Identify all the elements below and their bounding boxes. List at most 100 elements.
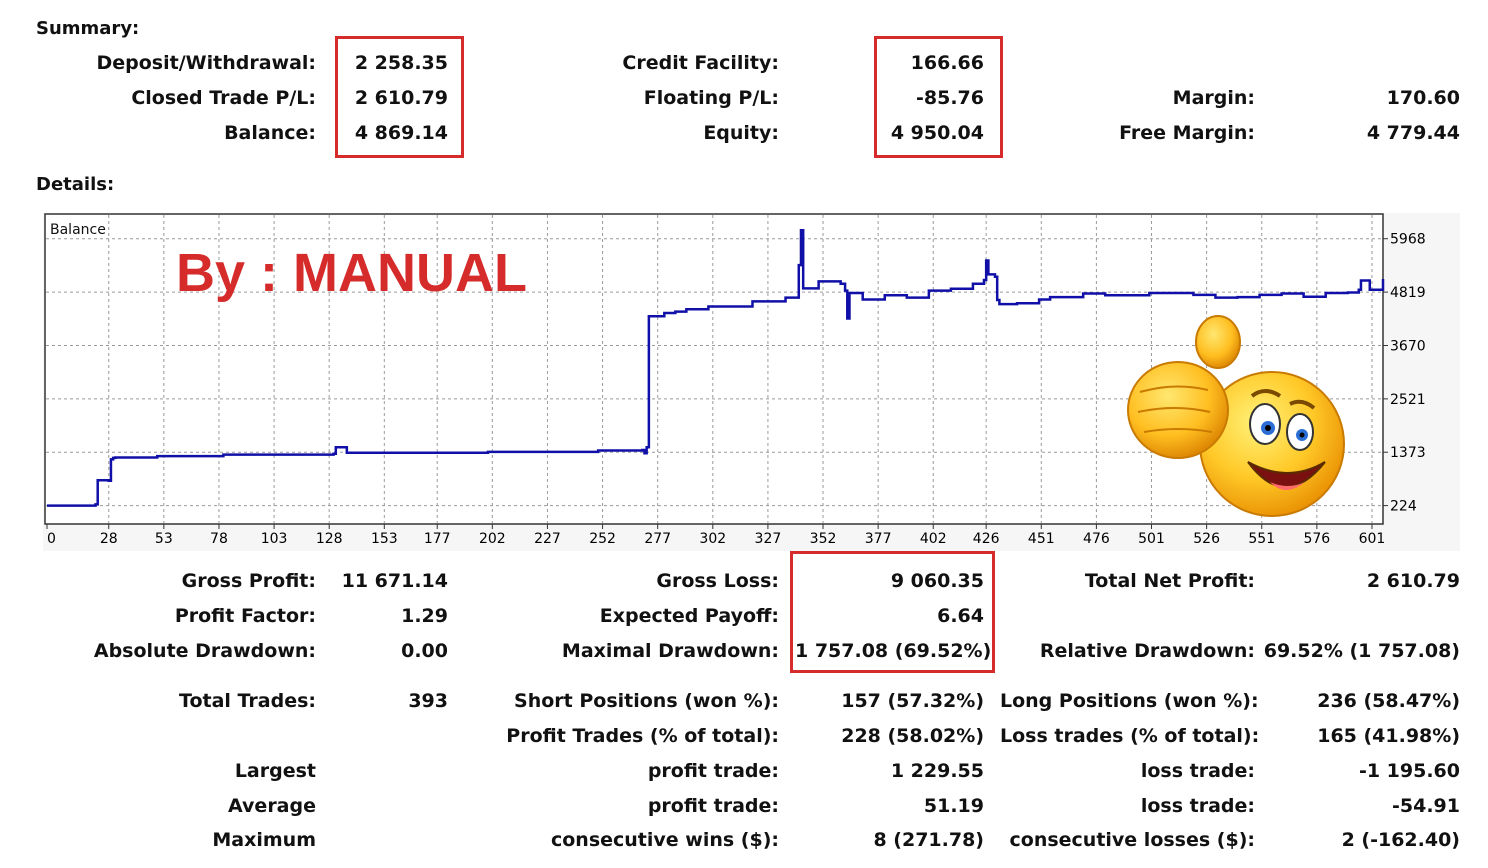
stat-value: 11 671.14	[341, 570, 448, 592]
summary-heading: Summary:	[36, 18, 140, 39]
stat-value: 2 (-162.40)	[1341, 829, 1460, 851]
credit-value: 166.66	[910, 52, 984, 74]
stat-value: 0.00	[401, 640, 448, 662]
y-tick-label: 5968	[1390, 232, 1426, 248]
stat-value: 2 610.79	[1366, 570, 1460, 592]
stat-label: consecutive wins ($):	[550, 829, 779, 851]
x-tick-label: 0	[47, 531, 56, 547]
equity-label: Equity:	[703, 122, 779, 144]
highlight-box-drawdown	[790, 551, 995, 673]
x-tick-label: 28	[100, 531, 118, 547]
y-tick-label: 2521	[1390, 392, 1426, 408]
x-tick-label: 501	[1138, 531, 1165, 547]
stat-value: 1 229.55	[890, 760, 984, 782]
deposit-value: 2 258.35	[354, 52, 448, 74]
stat-label: Profit Trades (% of total):	[506, 725, 779, 747]
x-tick-label: 277	[644, 531, 671, 547]
closed-trade-label: Closed Trade P/L:	[131, 87, 316, 109]
x-tick-label: 576	[1303, 531, 1330, 547]
chart-series	[47, 229, 1385, 507]
stat-label: Loss trades (% of total):	[1000, 725, 1260, 747]
closed-trade-value: 2 610.79	[354, 87, 448, 109]
stat-value: 1 757.08 (69.52%)	[795, 640, 992, 662]
y-tick-label: 1373	[1390, 445, 1426, 461]
chart-x-ticks: 0 28 53 78 103 128 153 177 202 227 252 277 302 327 352…	[46, 524, 1386, 547]
deposit-label: Deposit/Withdrawal:	[96, 52, 316, 74]
stat-value: -54.91	[1392, 795, 1460, 817]
thumbs-up-smiley-icon	[1127, 315, 1345, 517]
y-tick-label: 3670	[1390, 338, 1426, 354]
stat-label: Largest	[234, 760, 316, 782]
free-margin-value: 4 779.44	[1366, 122, 1460, 144]
stat-value: 157 (57.32%)	[841, 690, 984, 712]
x-tick-label: 426	[973, 531, 1000, 547]
y-tick-label: 4819	[1390, 285, 1426, 301]
x-tick-label: 551	[1248, 531, 1275, 547]
stat-value: 165 (41.98%)	[1317, 725, 1460, 747]
stat-value: 6.64	[937, 605, 984, 627]
balance-value: 4 869.14	[354, 122, 448, 144]
stat-value: 9 060.35	[890, 570, 984, 592]
margin-value: 170.60	[1386, 87, 1460, 109]
x-tick-label: 402	[920, 531, 947, 547]
x-tick-label: 601	[1359, 531, 1386, 547]
stat-label: Average	[228, 795, 316, 817]
balance-line	[47, 229, 1385, 507]
balance-label: Balance:	[224, 122, 316, 144]
stat-value: 228 (58.02%)	[841, 725, 984, 747]
floating-value: -85.76	[916, 87, 984, 109]
stat-label: Short Positions (won %):	[514, 690, 779, 712]
stat-label: Relative Drawdown:	[1039, 640, 1255, 662]
details-heading: Details:	[36, 174, 115, 195]
stat-label: Total Trades:	[179, 690, 316, 712]
watermark-text: By : MANUAL	[176, 243, 527, 303]
stat-label: Total Net Profit:	[1084, 570, 1255, 592]
margin-label: Margin:	[1172, 87, 1255, 109]
x-tick-label: 103	[261, 531, 288, 547]
stat-value: -1 195.60	[1358, 760, 1460, 782]
x-tick-label: 128	[316, 531, 343, 547]
y-tick-label: 224	[1390, 499, 1417, 515]
equity-value: 4 950.04	[890, 122, 984, 144]
x-tick-label: 352	[810, 531, 837, 547]
stat-value: 393	[408, 690, 448, 712]
stat-value: 1.29	[401, 605, 448, 627]
chart-title: Balance	[50, 222, 106, 238]
free-margin-label: Free Margin:	[1119, 122, 1255, 144]
x-tick-label: 327	[755, 531, 782, 547]
stat-label: Absolute Drawdown:	[93, 640, 316, 662]
chart-grid	[46, 215, 1383, 523]
stat-label: loss trade:	[1140, 760, 1255, 782]
x-tick-label: 252	[589, 531, 616, 547]
x-tick-label: 476	[1083, 531, 1110, 547]
stat-label: profit trade:	[647, 795, 779, 817]
stat-label: Gross Profit:	[181, 570, 316, 592]
stat-label: Long Positions (won %):	[1000, 690, 1259, 712]
stat-label: Maximum	[212, 829, 316, 851]
highlight-box-deposit	[335, 36, 464, 158]
x-tick-label: 526	[1193, 531, 1220, 547]
x-tick-label: 53	[155, 531, 173, 547]
stat-value: 69.52% (1 757.08)	[1263, 640, 1460, 662]
stat-label: profit trade:	[647, 760, 779, 782]
stat-label: loss trade:	[1140, 795, 1255, 817]
x-tick-label: 177	[424, 531, 451, 547]
stat-value: 8 (271.78)	[873, 829, 984, 851]
x-tick-label: 451	[1028, 531, 1055, 547]
x-tick-label: 227	[534, 531, 561, 547]
highlight-box-credit	[874, 36, 1003, 158]
stat-label: Gross Loss:	[656, 570, 779, 592]
x-tick-label: 78	[210, 531, 228, 547]
stat-label: Maximal Drawdown:	[561, 640, 779, 662]
stat-label: consecutive losses ($):	[1009, 829, 1256, 851]
balance-chart: 0 28 53 78 103 128 153 177 202 227 252 277 302 327 352…	[44, 213, 1426, 547]
stat-value: 51.19	[923, 795, 984, 817]
x-tick-label: 377	[865, 531, 892, 547]
chart-y-ticks: 224 1373 2521 3670 4819 5968	[1383, 232, 1426, 515]
floating-label: Floating P/L:	[643, 87, 779, 109]
x-tick-label: 202	[479, 531, 506, 547]
x-tick-label: 302	[699, 531, 726, 547]
stat-value: 236 (58.47%)	[1317, 690, 1460, 712]
stat-label: Expected Payoff:	[599, 605, 779, 627]
stat-label: Profit Factor:	[174, 605, 316, 627]
